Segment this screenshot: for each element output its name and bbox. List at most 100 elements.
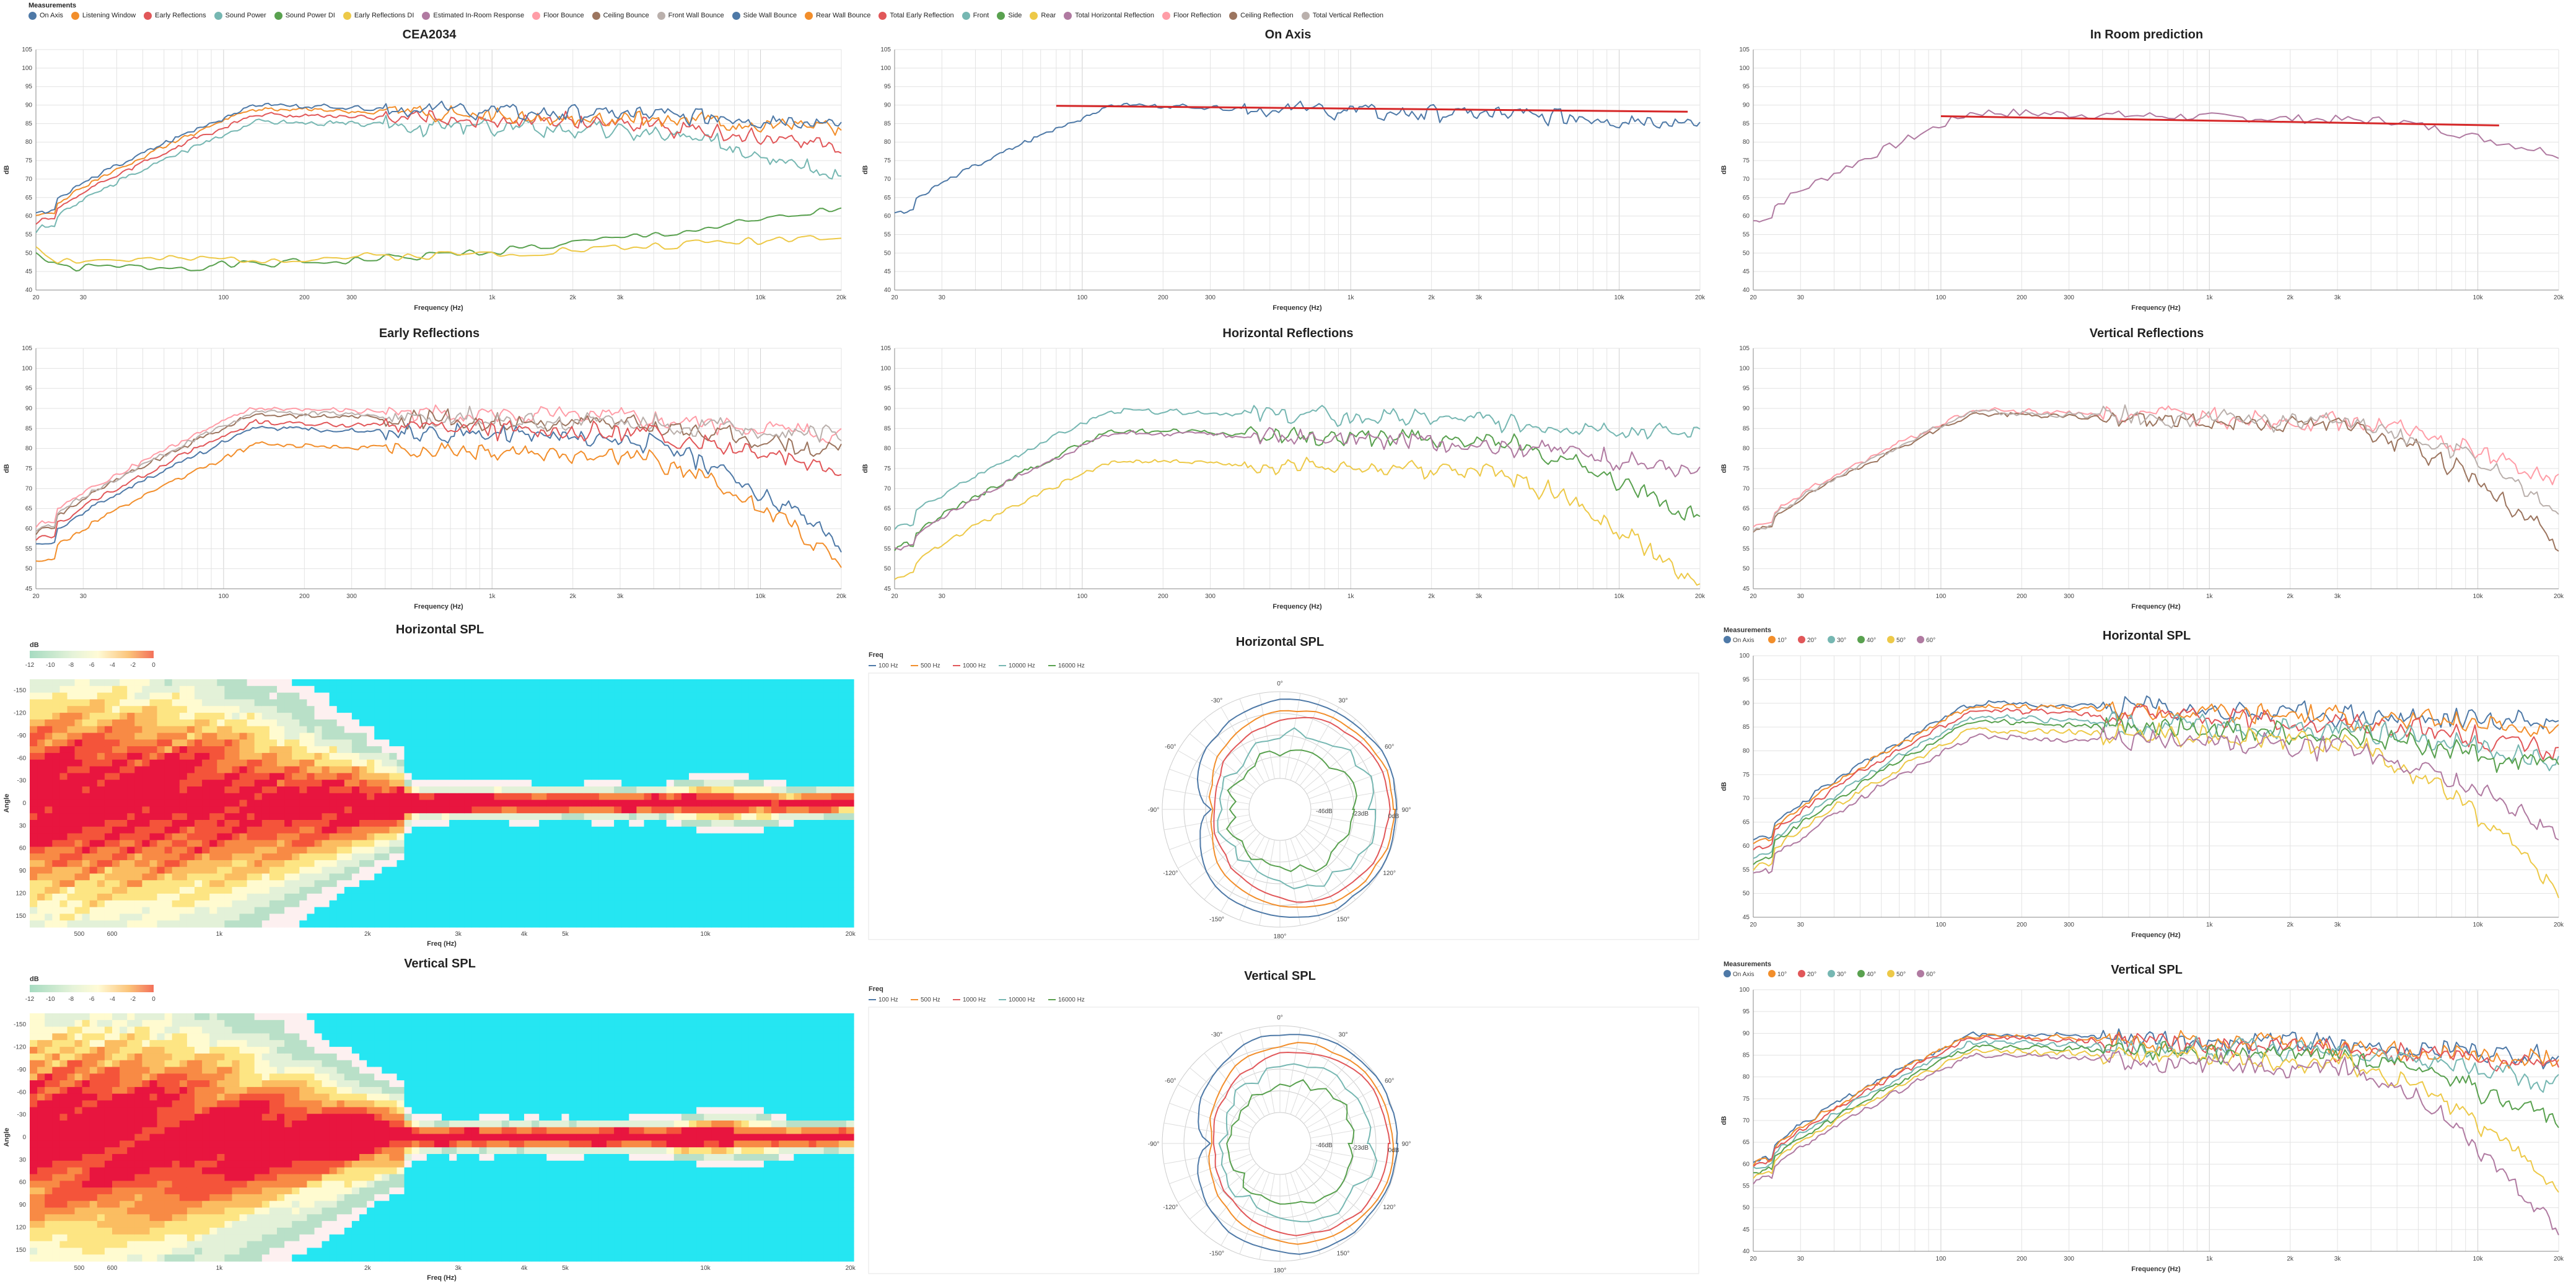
- heatmap-cell: [30, 813, 38, 821]
- legend-item[interactable]: On Axis: [28, 10, 63, 21]
- heatmap-cell: [673, 799, 682, 807]
- heatmap-cell: [314, 786, 323, 794]
- heatmap-cell: [494, 773, 502, 780]
- heatmap-cell: [569, 826, 577, 834]
- legend-swatch-icon: [1229, 11, 1238, 20]
- legend-item[interactable]: Total Early Reflection: [878, 10, 954, 21]
- legend-item[interactable]: Sound Power: [214, 10, 266, 21]
- heatmap-cell: [307, 914, 315, 921]
- heatmap-cell: [554, 719, 563, 727]
- heatmap-cell: [112, 873, 120, 881]
- x-tick-label: 100: [1936, 294, 1947, 301]
- legend-item[interactable]: Total Vertical Reflection: [1301, 10, 1383, 21]
- heatmap-cell: [336, 806, 345, 814]
- heatmap-cell: [344, 840, 353, 847]
- heatmap-cell: [195, 699, 203, 707]
- heatmap-cell: [823, 679, 832, 687]
- heatmap-cell: [104, 773, 113, 780]
- heatmap-cell: [382, 907, 390, 914]
- heatmap-cell: [89, 780, 98, 787]
- heatmap-cell: [838, 719, 847, 727]
- heatmap-cell: [434, 746, 442, 754]
- legend-item[interactable]: Early Reflections DI: [343, 10, 414, 21]
- heatmap-cell: [808, 699, 817, 707]
- heatmap-cell: [351, 786, 360, 794]
- heatmap-cell: [794, 833, 802, 840]
- heatmap-cell: [351, 746, 360, 754]
- heatmap-cell: [464, 914, 472, 921]
- heatmap-cell: [471, 880, 480, 887]
- heatmap-cell: [457, 726, 465, 734]
- heatmap-cell: [704, 719, 712, 727]
- heatmap-cell: [442, 759, 450, 767]
- legend-item[interactable]: Rear Wall Bounce: [805, 10, 870, 21]
- legend-item[interactable]: Ceiling Reflection: [1229, 10, 1294, 21]
- heatmap-cell: [30, 1100, 38, 1108]
- x-tick-label: 20: [32, 593, 40, 600]
- heatmap-cell: [666, 739, 675, 747]
- heatmap-cell: [127, 699, 135, 707]
- heatmap-cell: [322, 786, 330, 794]
- heatmap-cell: [673, 820, 682, 827]
- heatmap-cell: [576, 739, 585, 747]
- legend-item[interactable]: Front Wall Bounce: [657, 10, 724, 21]
- chart-in-room-prediction: In Room prediction 40 45 50 55 60 65 70 75 80 85 90…: [1717, 26, 2576, 325]
- heatmap-cell: [74, 685, 83, 694]
- legend-label: Front: [973, 12, 989, 19]
- heatmap-cell: [801, 900, 810, 908]
- legend-item[interactable]: Total Horizontal Reflection: [1064, 10, 1154, 21]
- legend-item[interactable]: Side: [997, 10, 1022, 21]
- heatmap-cell: [269, 853, 278, 861]
- series-line: [894, 100, 1701, 214]
- heatmap-cell: [411, 719, 420, 727]
- heatmap-cell: [741, 713, 750, 720]
- legend-item[interactable]: Side Wall Bounce: [732, 10, 797, 21]
- legend-item[interactable]: Early Reflections: [144, 10, 206, 21]
- heatmap-cell: [591, 726, 600, 734]
- legend-item[interactable]: Rear: [1030, 10, 1056, 21]
- heatmap-cell: [659, 713, 667, 720]
- heatmap-cell: [561, 900, 570, 908]
- legend-item[interactable]: Estimated In-Room Response: [422, 10, 524, 21]
- legend-item[interactable]: Floor Reflection: [1162, 10, 1221, 21]
- heatmap-cell: [74, 719, 83, 727]
- heatmap-cell: [359, 806, 367, 814]
- heatmap-cell: [195, 766, 203, 773]
- y-tick-label: 105: [880, 46, 891, 53]
- heatmap-cell: [801, 713, 810, 720]
- heatmap-cell: [696, 907, 704, 914]
- heatmap-cell: [67, 679, 76, 687]
- heatmap-cell: [464, 692, 472, 700]
- heatmap-cell: [224, 746, 233, 754]
- heatmap-cell: [607, 766, 615, 773]
- heatmap-cell: [52, 1127, 60, 1135]
- legend-item[interactable]: Sound Power DI: [274, 10, 335, 21]
- heatmap-cell: [374, 679, 382, 687]
- heatmap-cell: [501, 799, 510, 807]
- heatmap-cell: [719, 773, 727, 780]
- heatmap-cell: [726, 806, 735, 814]
- plot-area: [1753, 655, 2559, 918]
- series-line: [35, 235, 842, 264]
- heatmap-cell: [846, 726, 854, 734]
- legend-item[interactable]: Floor Bounce: [532, 10, 584, 21]
- heatmap-cell: [846, 914, 854, 921]
- heatmap-cell: [82, 706, 90, 713]
- heatmap-cell: [299, 786, 307, 794]
- heatmap-cell: [673, 826, 682, 834]
- heatmap-cell: [89, 907, 98, 914]
- heatmap-cell: [486, 840, 495, 847]
- legend-item[interactable]: Front: [962, 10, 989, 21]
- heatmap-cell: [411, 766, 420, 773]
- heatmap-cell: [719, 920, 727, 928]
- heatmap-cell: [539, 706, 547, 713]
- legend-item[interactable]: Listening Window: [71, 10, 136, 21]
- heatmap-cell: [30, 907, 38, 914]
- heatmap-cell: [598, 887, 607, 894]
- heatmap-cell: [195, 833, 203, 840]
- legend-item[interactable]: Ceiling Bounce: [592, 10, 649, 21]
- heatmap-cell: [509, 873, 517, 881]
- heatmap-cell: [846, 799, 854, 807]
- heatmap-cell: [801, 726, 810, 734]
- heatmap-cell: [846, 847, 854, 854]
